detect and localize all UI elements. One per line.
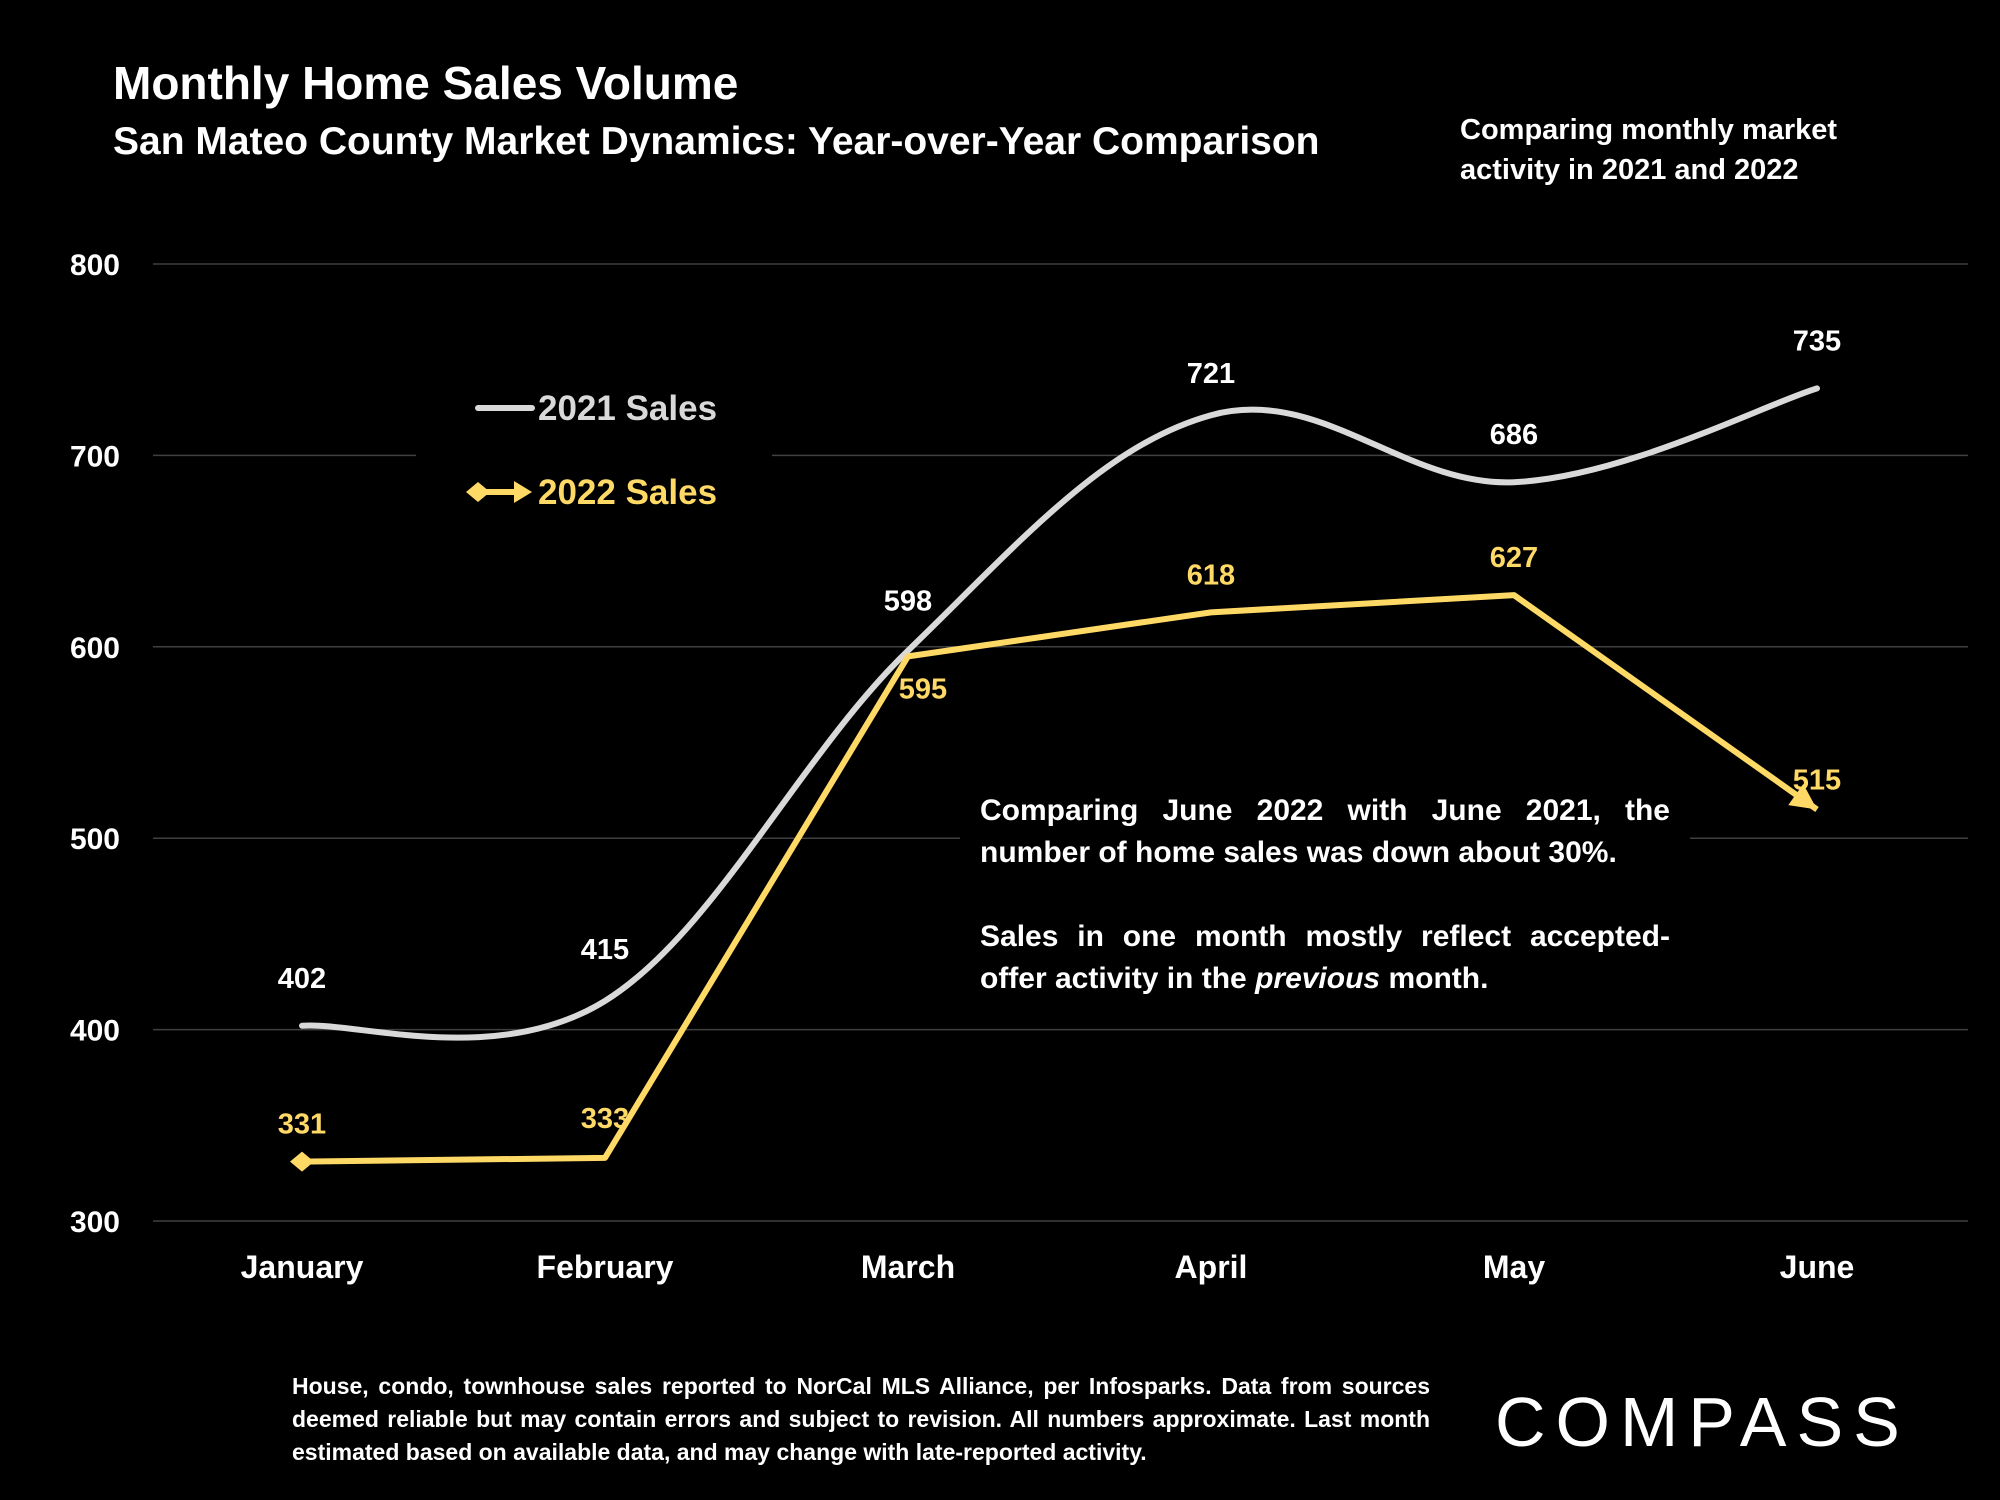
data-label-2021: 686 bbox=[1490, 419, 1538, 451]
line-chart: 300 400 500 600 700 800 January February March A… bbox=[70, 249, 1968, 1285]
annotation-emphasis: previous bbox=[1255, 962, 1381, 995]
series-2022-line bbox=[301, 592, 1819, 1165]
side-note: Comparing monthly market activity in 202… bbox=[1460, 114, 1838, 186]
data-label-2022: 333 bbox=[581, 1103, 629, 1135]
source-footnote: House, condo, townhouse sales reported t… bbox=[292, 1373, 1430, 1465]
compass-logo-text: COMPASS bbox=[1495, 1383, 1910, 1461]
legend-label-2022: 2022 Sales bbox=[538, 473, 717, 512]
x-tick-label: March bbox=[861, 1249, 955, 1285]
chart-subtitle: San Mateo County Market Dynamics: Year-o… bbox=[113, 120, 1320, 163]
legend-marker-diamond bbox=[466, 482, 490, 502]
data-label-2021: 402 bbox=[278, 963, 326, 995]
x-tick-label: June bbox=[1780, 1249, 1855, 1285]
y-tick-label: 300 bbox=[70, 1206, 120, 1239]
x-tick-label: April bbox=[1175, 1249, 1248, 1285]
data-label-2022: 618 bbox=[1187, 559, 1235, 591]
series-2022-start-marker bbox=[290, 1151, 314, 1172]
y-tick-label: 800 bbox=[70, 249, 120, 282]
y-tick-label: 500 bbox=[70, 823, 120, 856]
y-tick-label: 700 bbox=[70, 440, 120, 473]
annotation-paragraph-2: Sales in one month mostly reflect accept… bbox=[980, 916, 1670, 1000]
legend-marker-arrow bbox=[514, 481, 532, 503]
data-label-2021: 735 bbox=[1793, 325, 1841, 357]
x-tick-label: January bbox=[241, 1249, 364, 1285]
annotation-paragraph-1: Comparing June 2022 with June 2021, the … bbox=[980, 794, 1670, 869]
y-tick-label: 600 bbox=[70, 632, 120, 665]
data-label-2021: 598 bbox=[884, 586, 932, 618]
chart-annotation: Comparing June 2022 with June 2021, the … bbox=[980, 790, 1670, 1042]
annotation-text-after: month. bbox=[1388, 962, 1489, 995]
data-label-2022: 515 bbox=[1793, 764, 1841, 796]
x-tick-label: May bbox=[1483, 1249, 1545, 1285]
data-label-2022: 331 bbox=[278, 1109, 326, 1141]
series-2021-line bbox=[299, 385, 1820, 1041]
data-label-2021: 721 bbox=[1187, 358, 1235, 390]
annotation-text-before: Sales in one month mostly reflect accept… bbox=[980, 920, 1670, 995]
data-label-2021: 415 bbox=[581, 934, 629, 966]
data-label-2022: 595 bbox=[899, 673, 947, 705]
legend-label-2021: 2021 Sales bbox=[538, 389, 717, 428]
annotation-background bbox=[960, 782, 1690, 1002]
data-label-2022: 627 bbox=[1490, 542, 1538, 574]
y-tick-label: 400 bbox=[70, 1015, 120, 1048]
series-2022-end-arrow bbox=[1788, 783, 1817, 810]
compass-logo: COMPASS bbox=[1495, 1383, 1910, 1461]
x-tick-label: February bbox=[537, 1249, 674, 1285]
chart-title: Monthly Home Sales Volume bbox=[113, 57, 739, 109]
